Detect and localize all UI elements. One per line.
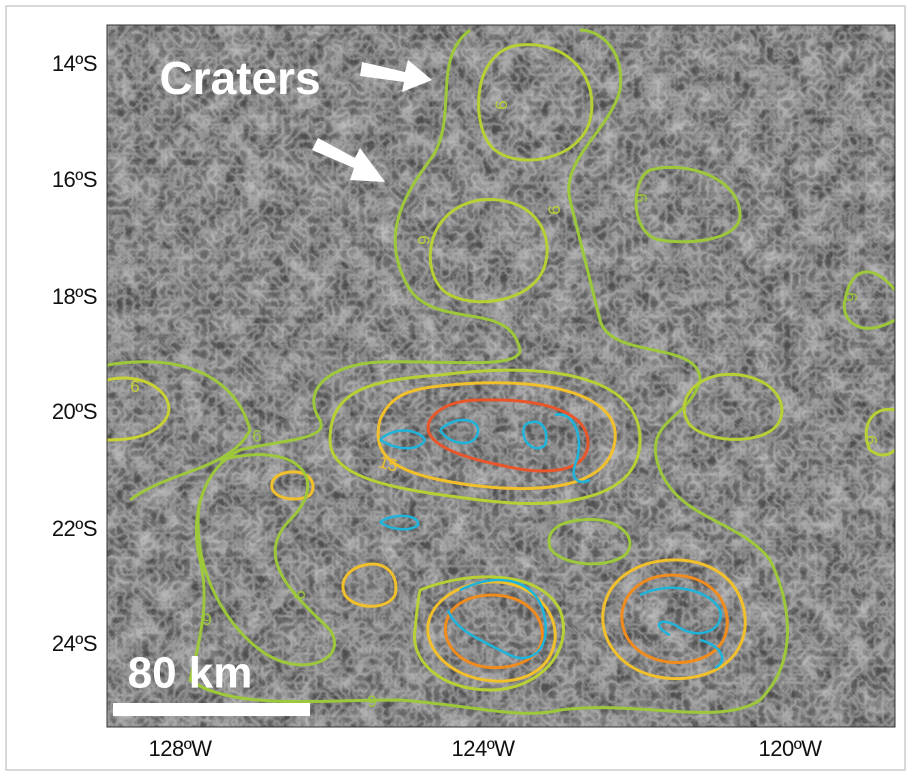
contour-label: 9 bbox=[492, 100, 511, 109]
latitude-label: 22ºS bbox=[52, 516, 97, 541]
terrain-speckle bbox=[107, 25, 895, 727]
map: Craters 80 km 9 9 9 6 6 9 6 15 6 9 6 6 bbox=[107, 25, 895, 727]
longitude-label: 120ºW bbox=[758, 736, 822, 761]
contour-label: 9 bbox=[130, 377, 139, 396]
latitude-label: 16ºS bbox=[52, 167, 97, 192]
longitude-label: 128ºW bbox=[148, 736, 212, 761]
contour-label: 6 bbox=[202, 610, 211, 629]
latitude-label: 18ºS bbox=[52, 284, 97, 309]
scale-bar-label: 80 km bbox=[128, 649, 253, 698]
contour-label: 9 bbox=[290, 590, 309, 599]
figure: Craters 80 km 9 9 9 6 6 9 6 15 6 9 6 6 1… bbox=[0, 0, 911, 776]
contour-label: 6 bbox=[252, 426, 261, 445]
scale-bar bbox=[113, 703, 310, 716]
contour-label: 9 bbox=[414, 235, 433, 244]
contour-label: 6 bbox=[842, 292, 861, 301]
contour-label: 6 bbox=[367, 692, 376, 711]
annotation: Craters bbox=[159, 52, 320, 104]
longitude-label: 124ºW bbox=[451, 736, 515, 761]
contour-label: 9 bbox=[545, 205, 564, 214]
latitude-label: 24ºS bbox=[52, 631, 97, 656]
contour-label: 6 bbox=[632, 193, 651, 202]
contour-label: 6 bbox=[862, 435, 881, 444]
latitude-label: 20ºS bbox=[52, 399, 97, 424]
latitude-label: 14ºS bbox=[52, 51, 97, 76]
